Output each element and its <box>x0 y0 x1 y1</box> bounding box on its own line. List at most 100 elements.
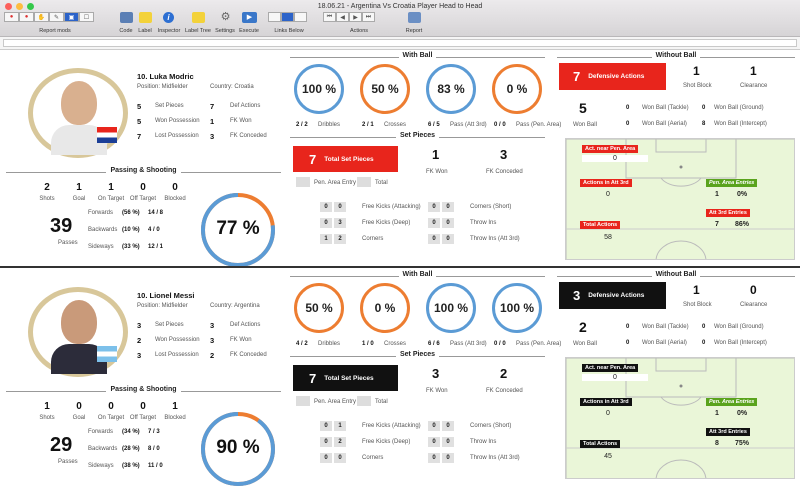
shot-shots-value: 2 <box>44 182 50 193</box>
inspector-icon[interactable]: i <box>163 12 174 23</box>
with-ball-ratio: 0 / 0 <box>494 122 506 128</box>
execute-icon[interactable]: ▶ <box>242 12 257 23</box>
sp-pen-entry-2: 0 <box>428 218 440 228</box>
window-titlebar: 18.06.21 - Argentina Vs Croatia Player H… <box>0 0 800 37</box>
with-ball-circle: 100 % <box>294 64 344 114</box>
report-mode-button[interactable]: ▣ <box>64 12 79 22</box>
next-icon: ▶ <box>353 14 358 21</box>
total-actions-value: 58 <box>604 234 612 241</box>
sp-pen-entry-2: 0 <box>428 234 440 244</box>
action-next-button[interactable]: ▶ <box>349 12 362 22</box>
layout3-button[interactable] <box>294 12 307 22</box>
summary-value-2: 3 <box>210 336 215 345</box>
sp-pen-entry-2: 0 <box>428 453 440 463</box>
summary-label-2: FK Won <box>230 118 252 124</box>
label-icon[interactable] <box>139 12 152 23</box>
code-icon[interactable] <box>120 12 133 23</box>
summary-label-2: FK Won <box>230 337 252 343</box>
pass-row-value: 14 / 8 <box>148 210 164 216</box>
report-mode-label: Report mods <box>39 28 71 34</box>
fk-conceded-label: FK Conceded <box>486 169 523 175</box>
defensive-actions-value: 7 <box>573 69 581 84</box>
defensive-actions-label: Defensive Actions <box>588 73 645 80</box>
won-ball-value: 2 <box>579 319 587 335</box>
summary-row: 2 Won Possession 3 FK Won <box>137 336 277 348</box>
summary-value: 2 <box>137 336 142 345</box>
layout2-button[interactable] <box>281 12 294 22</box>
pen-area-entries-count: 1 <box>715 191 719 198</box>
action-last-button[interactable]: ⏭ <box>362 12 375 22</box>
action-first-button[interactable]: ⏮ <box>323 12 336 22</box>
summary-label: Won Possession <box>155 118 200 124</box>
first-icon: ⏮ <box>326 13 333 20</box>
pen-area-entries-label: Pen. Area Entries <box>706 179 758 187</box>
pass-row-value: 8 / 0 <box>148 446 160 452</box>
total-actions-label: Total Actions <box>580 440 621 448</box>
sp-label-2: Throw Ins (Att 3rd) <box>470 236 520 242</box>
defensive-actions-box: 3 Defensive Actions <box>559 282 666 309</box>
sp-label: Free Kicks (Attacking) <box>362 423 421 429</box>
with-ball-circle: 50 % <box>294 283 344 333</box>
window-controls <box>5 3 34 10</box>
gear-icon[interactable]: ⚙ <box>220 11 231 23</box>
summary-value-2: 3 <box>210 132 215 141</box>
last-icon: ⏭ <box>365 13 372 20</box>
shot-goal-label: Goal <box>72 196 86 202</box>
without-ball-title: Without Ball <box>651 271 701 278</box>
sp-total-2: 0 <box>442 453 454 463</box>
set-pieces-title: Set Pieces <box>395 351 440 358</box>
fk-won-value: 3 <box>432 366 440 381</box>
with-ball-ratio: 1 / 0 <box>362 341 374 347</box>
sp-total: 0 <box>334 202 346 212</box>
pass-row-label: Sideways <box>88 463 114 469</box>
shot-off-label: Off Target <box>129 196 157 202</box>
summary-label: Lost Possession <box>155 133 199 139</box>
pass-row-pct: (10 %) <box>122 227 140 233</box>
pass-row-label: Forwards <box>88 429 114 435</box>
player-face <box>61 81 97 125</box>
with-ball-circle: 0 % <box>492 64 542 114</box>
total-set-pieces-label: Total Set Pieces <box>324 374 374 382</box>
edit-icon: ✎ <box>53 14 60 21</box>
minimize-window-button[interactable] <box>16 3 23 10</box>
total-set-pieces-value: 7 <box>309 370 317 386</box>
passes-label: Passes <box>58 459 78 465</box>
summary-value: 3 <box>137 351 142 360</box>
shot-block-value: 1 <box>693 283 700 297</box>
summary-value-2: 1 <box>210 117 215 126</box>
shot-blocked-value: 1 <box>172 401 178 412</box>
shot-block-label: Shot Block <box>683 302 712 308</box>
close-window-button[interactable] <box>5 3 12 10</box>
zoom-window-button[interactable] <box>27 3 34 10</box>
sp-label: Free Kicks (Deep) <box>362 439 411 445</box>
report-icon[interactable] <box>408 12 421 23</box>
layout1-button[interactable] <box>268 12 281 22</box>
sp-pen-entry: 0 <box>320 437 332 447</box>
hand-mode-button[interactable]: ✋ <box>34 12 49 22</box>
pitch-map: Act. near Pen. Area 0 Actions in Att 3rd… <box>565 357 795 479</box>
with-ball-metric: Pass (Pen. Area) <box>516 341 562 347</box>
with-ball-circle: 100 % <box>492 283 542 333</box>
execute-label: Execute <box>239 28 259 34</box>
shot-blocked-label: Blocked <box>164 196 186 202</box>
edit-mode-button[interactable]: ✎ <box>49 12 64 22</box>
won-ball-type-value-2: 0 <box>702 324 706 330</box>
mode2-button[interactable]: ● <box>19 12 34 22</box>
player-country: Country: Croatia <box>210 84 254 90</box>
near-pen-area-value: 0 <box>582 155 648 162</box>
pass-row-value: 11 / 0 <box>148 463 163 469</box>
export-mode-button[interactable]: ☐ <box>79 12 94 22</box>
record-mode-button[interactable]: ● <box>4 12 19 22</box>
action-prev-button[interactable]: ◀ <box>336 12 349 22</box>
label-tree-icon[interactable] <box>192 12 205 23</box>
shot-on-label: On Target <box>97 415 125 421</box>
sp-total-2: 0 <box>442 437 454 447</box>
pass-accuracy-ring <box>201 193 275 267</box>
clearance-value: 0 <box>750 283 757 297</box>
without-ball-title: Without Ball <box>651 52 701 59</box>
with-ball-metric: Dribbles <box>318 341 341 347</box>
summary-value-2: 7 <box>210 102 215 111</box>
with-ball-metric: Pass (Pen. Area) <box>516 122 562 128</box>
total-label: Total <box>375 180 388 186</box>
pen-entry-label: Pen. Area Entry <box>314 180 357 186</box>
